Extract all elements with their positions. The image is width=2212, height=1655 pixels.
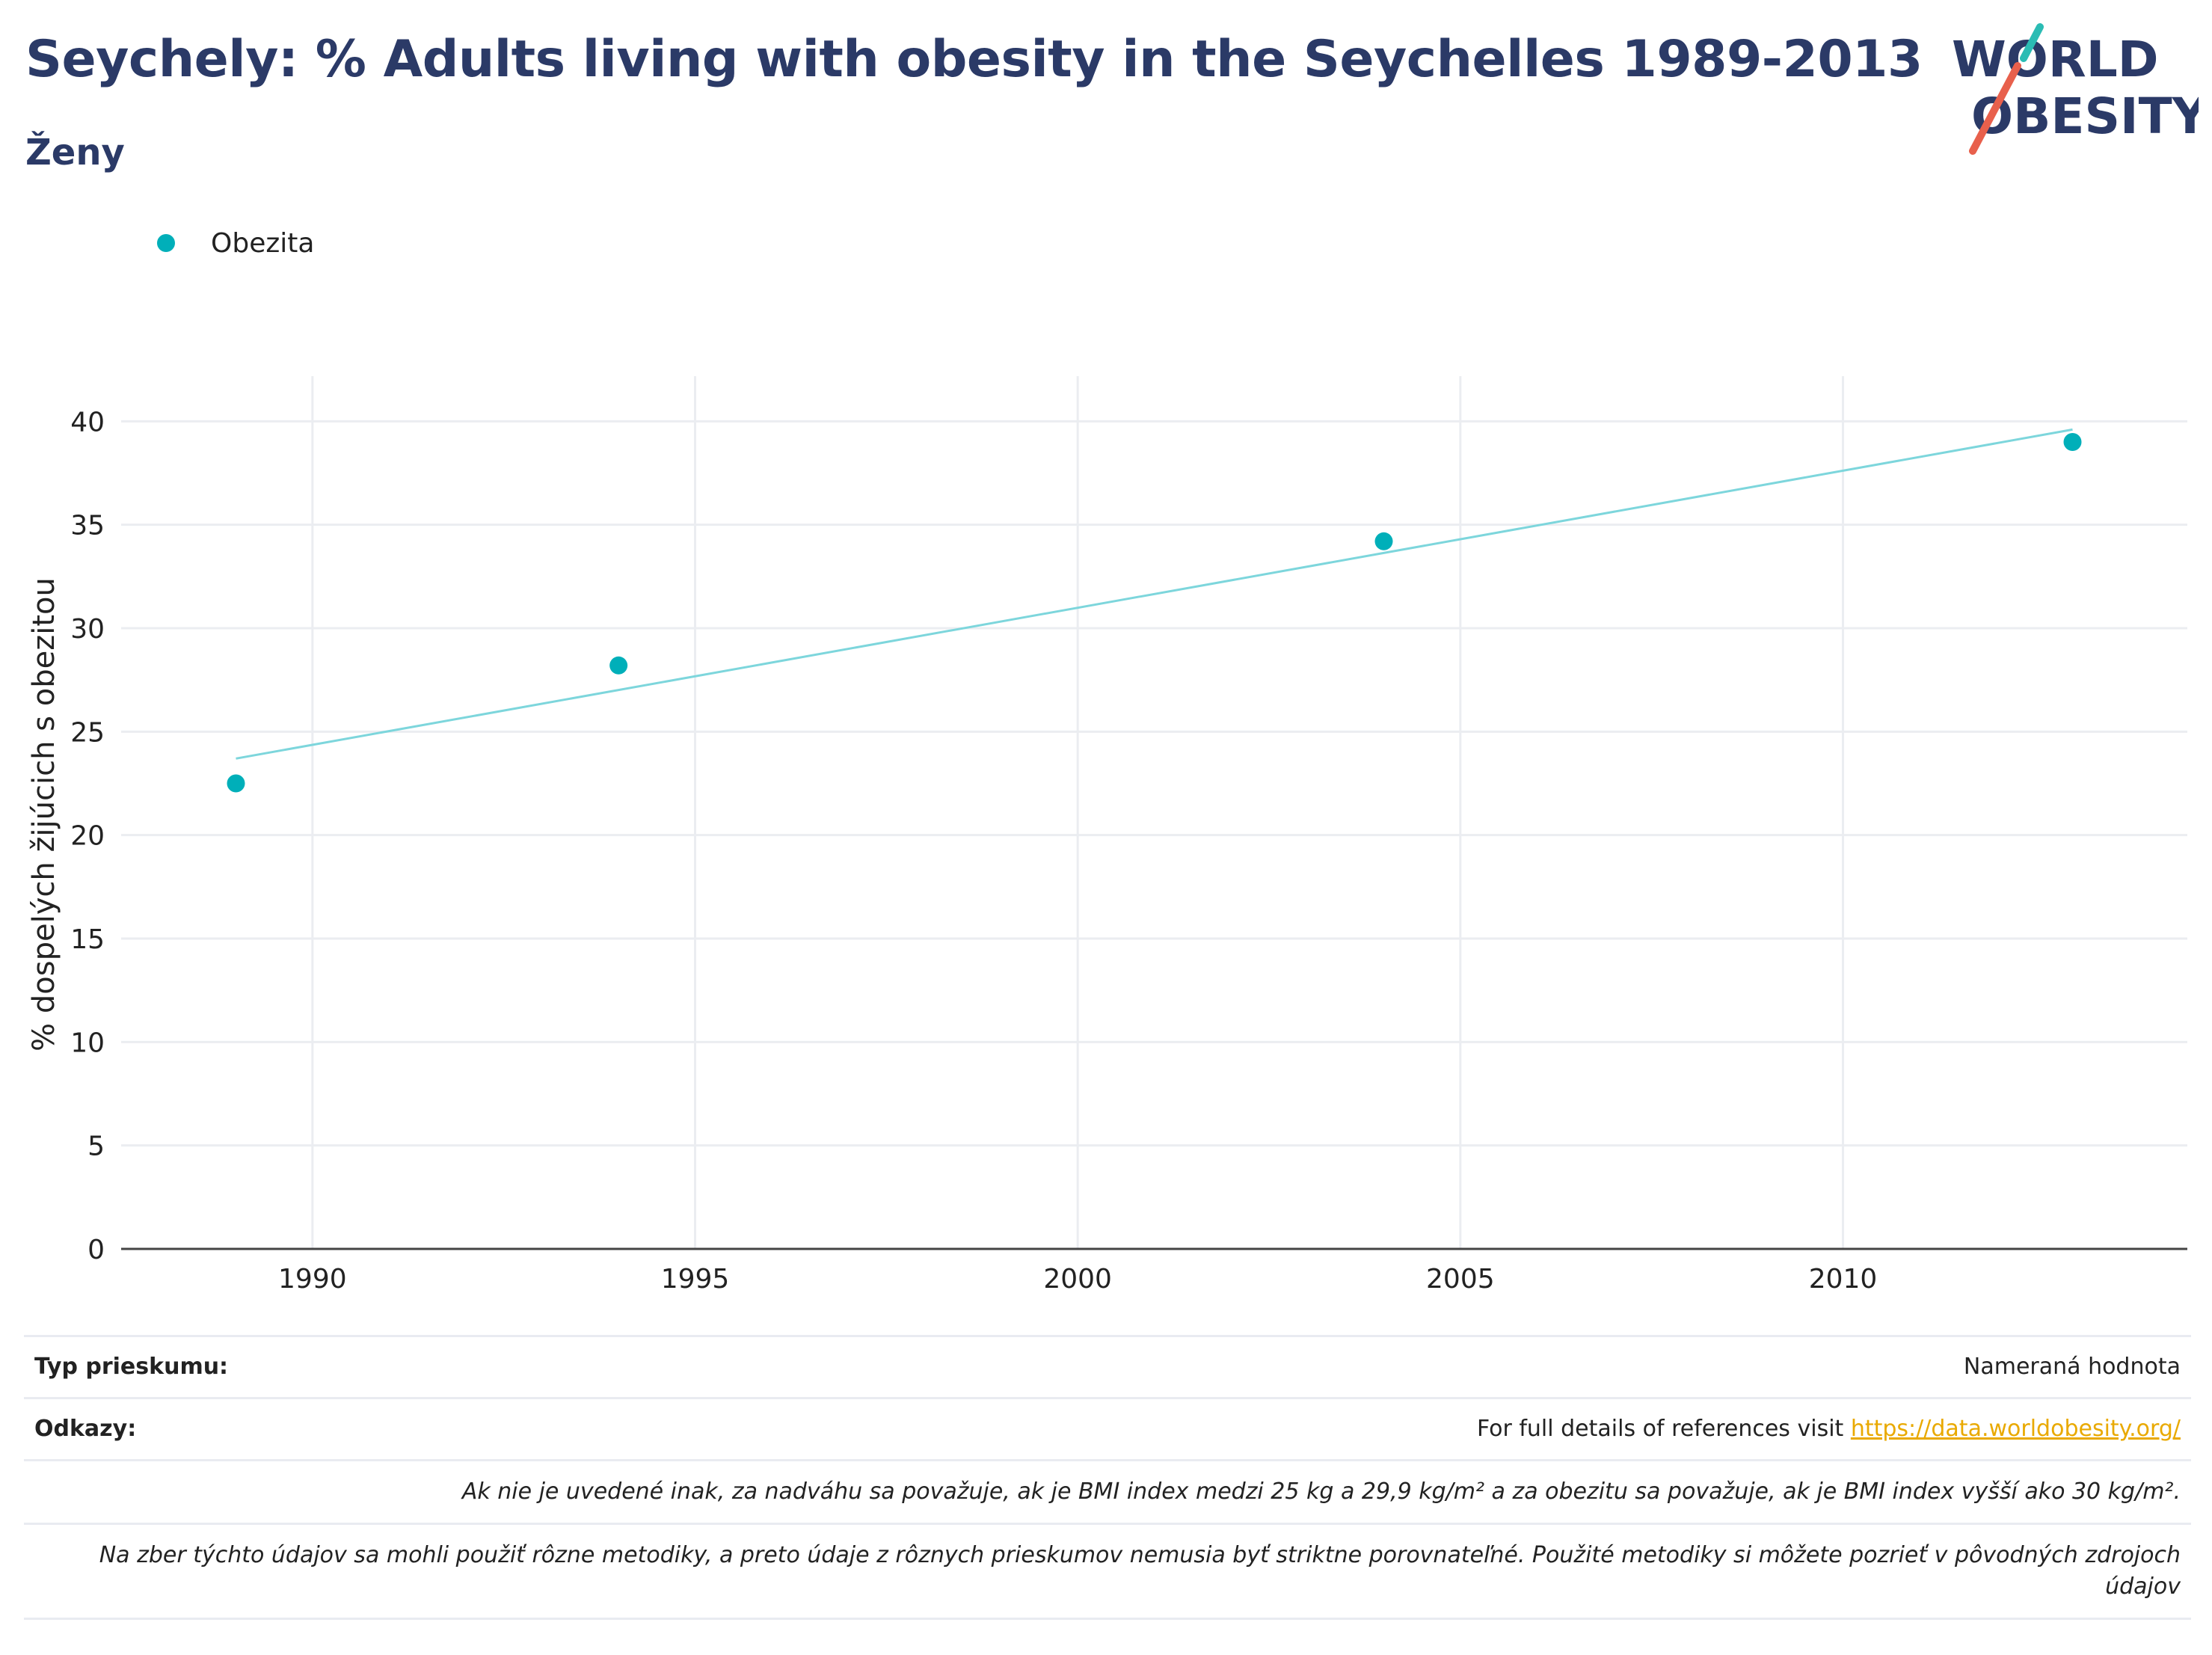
survey-type-label: Typ prieskumu: [34,1354,229,1380]
legend[interactable]: Obezita [157,224,314,262]
data-point [227,774,245,793]
x-tick-label: 1995 [661,1264,730,1295]
references-link[interactable]: https://data.worldobesity.org/ [1850,1416,2181,1442]
y-tick-label: 15 [70,924,105,955]
x-tick-label: 2000 [1043,1264,1112,1295]
logo-line2: OBESITY [1971,87,2199,145]
legend-label: Obezita [211,227,315,259]
legend-marker-icon [157,234,175,252]
y-tick-label: 30 [70,614,105,645]
references-row: Odkazy: For full details of references v… [24,1397,2191,1459]
scatter-chart: 0 5 10 15 20 25 30 35 40 1990 1995 2000 2005 2010 % do… [27,376,2187,1295]
world-obesity-logo: WORLD OBESITY [1952,23,2199,155]
data-point [609,656,628,675]
y-tick-label: 40 [70,407,105,437]
x-tick-label: 2005 [1426,1264,1495,1295]
survey-type-row: Typ prieskumu: Nameraná hodnota [24,1335,2191,1397]
chart-footer: Typ prieskumu: Nameraná hodnota Odkazy: … [24,1335,2191,1620]
trend-line [236,428,2073,760]
y-tick-label: 35 [70,511,105,541]
y-tick-label: 25 [70,717,105,748]
chart-subtitle: Ženy [25,132,125,174]
y-tick-label: 5 [87,1132,105,1162]
x-tick-label: 1990 [278,1264,347,1295]
data-point [1374,532,1393,550]
y-axis-title: % dospelých žijúcich s obezitou [27,577,61,1051]
y-tick-label: 20 [70,821,105,852]
survey-type-value: Nameraná hodnota [1963,1354,2181,1380]
y-tick-label: 10 [70,1028,105,1058]
logo-teal-slash [2020,23,2044,62]
y-tick-label: 0 [87,1235,105,1265]
logo-red-slash [1969,62,2021,155]
data-point [2063,433,2082,451]
chart-title: Seychely: % Adults living with obesity i… [25,30,1923,89]
logo-line1: WORLD [1952,31,2159,88]
definition-note: Ak nie je uvedené inak, za nadváhu sa po… [24,1459,2191,1523]
references-label: Odkazy: [34,1416,137,1442]
methodology-note: Na zber týchto údajov sa mohli použiť rô… [24,1523,2191,1620]
x-tick-label: 2010 [1809,1264,1878,1295]
references-value: For full details of references visit htt… [1477,1416,2181,1442]
references-text: For full details of references visit [1476,1416,1851,1442]
